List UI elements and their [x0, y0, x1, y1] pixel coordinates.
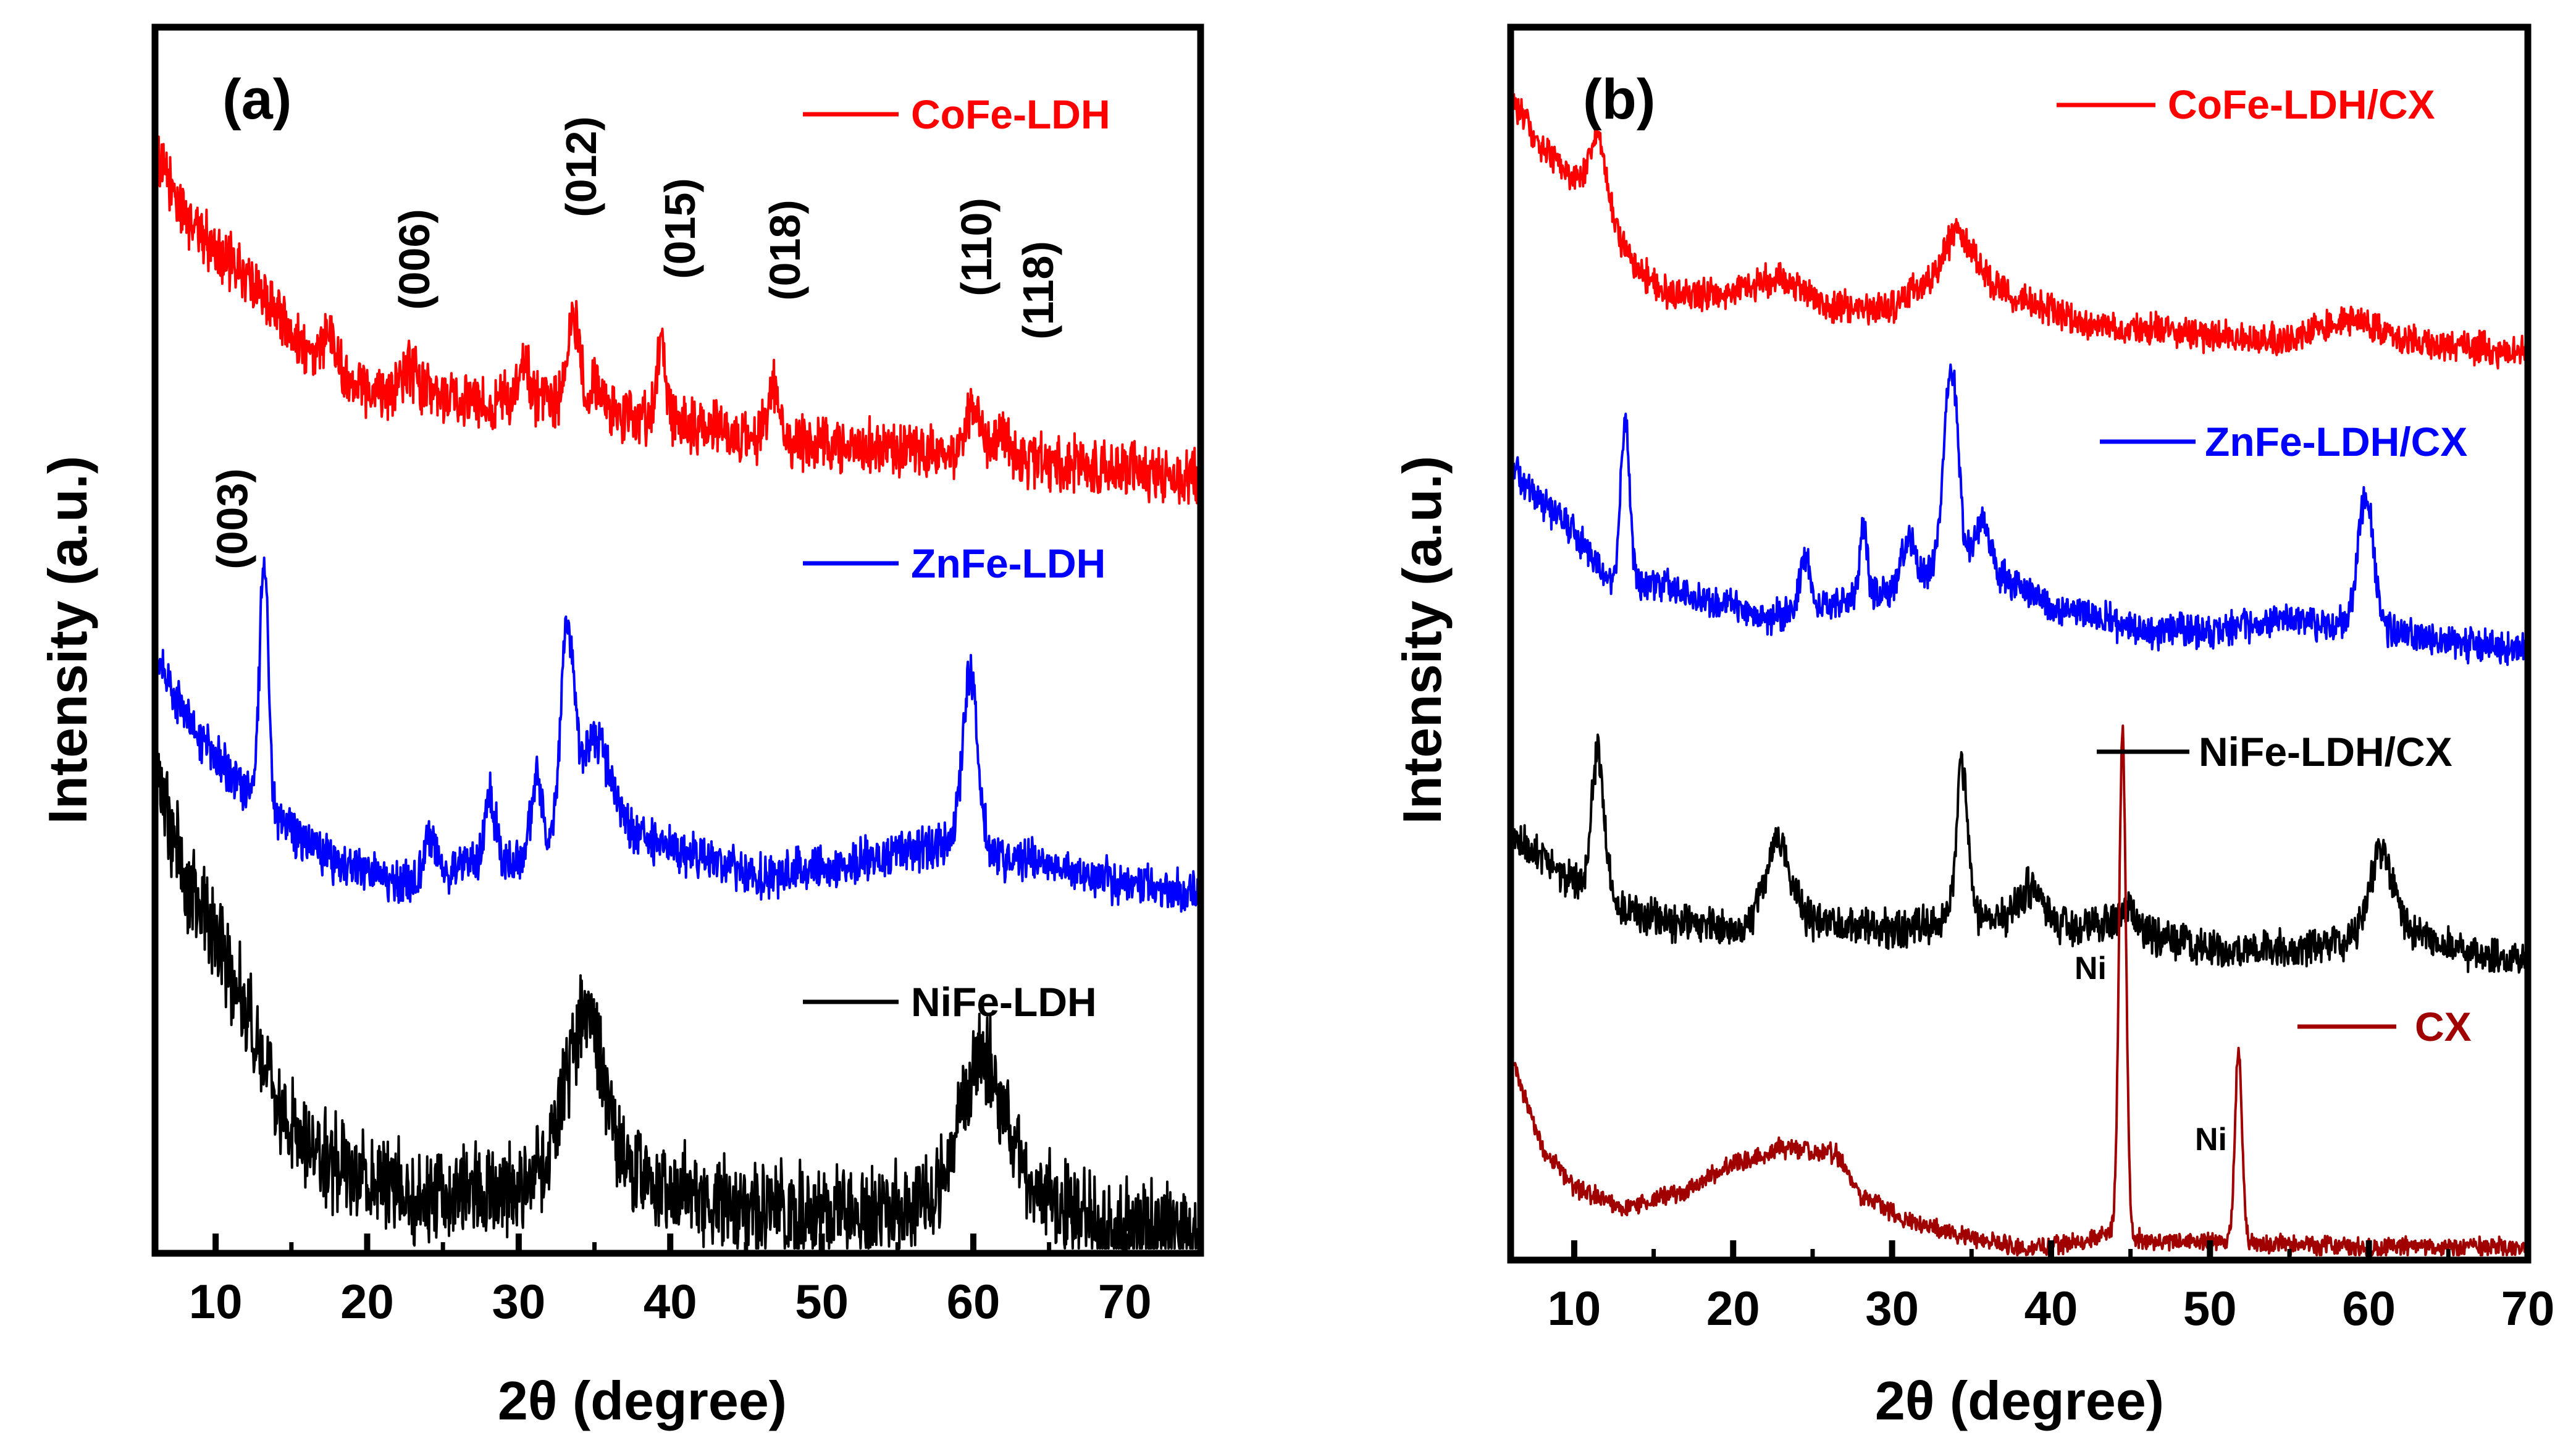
- hkl-118: (118): [1014, 241, 1062, 340]
- x-tick-label: 10: [1548, 1281, 1601, 1335]
- x-tick-label: 70: [2501, 1281, 2555, 1335]
- panel-b-frame: [1507, 23, 2532, 1264]
- panel-b-x-axis-title: 2θ (degree): [1875, 1370, 2164, 1431]
- x-tick-label: 20: [340, 1274, 394, 1329]
- panel-a: 10 20 30 40 50 60 70 (a) 2θ (degree) Intensity…: [37, 23, 1204, 1431]
- hkl-110: (110): [952, 198, 1001, 296]
- panel-b-series-layer: [1512, 93, 2529, 1256]
- series-line-nife-ldh-cx: [1512, 733, 2529, 974]
- hkl-006: (006): [390, 209, 438, 309]
- legend-label-nife-ldh-cx: NiFe-LDH/CX: [2199, 729, 2452, 775]
- hkl-018: (018): [761, 200, 809, 300]
- panel-a-x-ticks: 10 20 30 40 50 60 70: [189, 1234, 1203, 1329]
- panel-a-y-axis-title: Intensity (a.u.): [37, 456, 98, 825]
- legend-label-cx: CX: [2415, 1004, 2472, 1049]
- x-tick-label: 40: [644, 1274, 697, 1329]
- x-tick-label: 60: [2342, 1281, 2396, 1335]
- x-tick-label: 30: [492, 1274, 545, 1329]
- x-tick-label: 40: [2024, 1281, 2078, 1335]
- panel-b-legend: CoFe-LDH/CX ZnFe-LDH/CX NiFe-LDH/CX CX: [2057, 82, 2472, 1049]
- x-tick-label: 50: [2183, 1281, 2237, 1335]
- legend-label-nife-ldh: NiFe-LDH: [911, 979, 1097, 1025]
- x-tick-label: 20: [1706, 1281, 1760, 1335]
- panel-a-frame: [151, 23, 1204, 1257]
- peak-label-ni-1: Ni: [2075, 951, 2107, 986]
- panel-a-series-layer: [156, 135, 1201, 1250]
- legend-label-znfe-ldh: ZnFe-LDH: [911, 540, 1105, 586]
- series-line-nife-ldh: [156, 752, 1201, 1250]
- x-tick-label: 50: [795, 1274, 849, 1329]
- series-line-cofe-ldh-cx: [1512, 93, 2529, 370]
- hkl-003: (003): [208, 468, 256, 569]
- x-tick-label: 30: [1865, 1281, 1919, 1335]
- panel-a-x-axis-title: 2θ (degree): [498, 1370, 787, 1431]
- hkl-015: (015): [656, 178, 704, 279]
- panel-b: 10 20 30 40 50 60 70 (b) 2θ (degree) Intensity…: [1391, 23, 2555, 1431]
- panel-b-y-axis-title: Intensity (a.u.): [1391, 456, 1453, 825]
- x-tick-label: 70: [1098, 1274, 1152, 1329]
- series-line-cofe-ldh: [156, 135, 1201, 505]
- panel-a-label: (a): [222, 68, 292, 131]
- series-line-znfe-ldh-cx: [1512, 363, 2529, 666]
- peak-label-ni-2: Ni: [2195, 1122, 2227, 1158]
- panel-b-x-ticks: 10 20 30 40 50 60 70: [1548, 1240, 2555, 1335]
- hkl-012: (012): [557, 116, 605, 217]
- x-tick-label: 10: [189, 1274, 243, 1329]
- panel-a-hkl-annotations: (003) (006) (012) (015) (018) (110) (118…: [208, 116, 1062, 569]
- panel-b-peak-annotations: Ni Ni: [2075, 951, 2227, 1158]
- x-tick-label: 60: [947, 1274, 1001, 1329]
- legend-label-cofe-ldh: CoFe-LDH: [911, 91, 1110, 137]
- legend-label-cofe-ldh-cx: CoFe-LDH/CX: [2168, 82, 2435, 127]
- series-line-cx: [1512, 724, 2529, 1256]
- panel-a-legend: CoFe-LDH ZnFe-LDH NiFe-LDH: [803, 91, 1110, 1025]
- panel-b-label: (b): [1583, 68, 1655, 131]
- series-line-znfe-ldh: [156, 557, 1201, 914]
- legend-label-znfe-ldh-cx: ZnFe-LDH/CX: [2205, 419, 2467, 464]
